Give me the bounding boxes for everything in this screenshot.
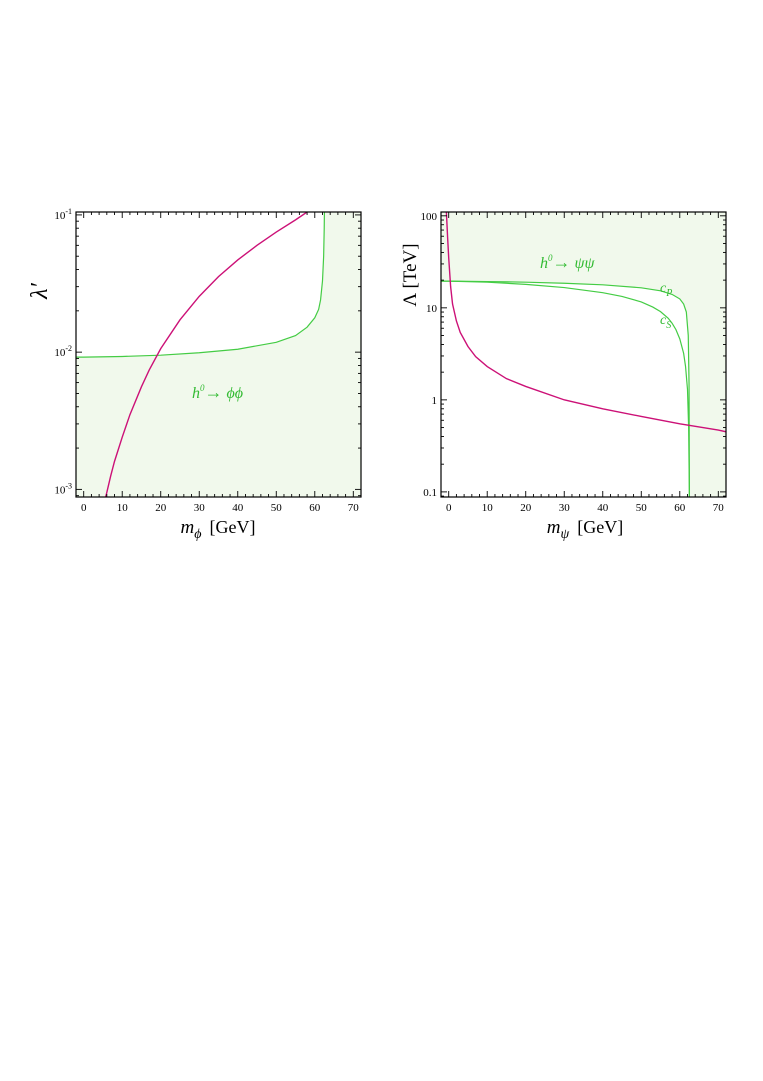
x-tick-label: 60	[674, 502, 686, 514]
y-tick-label: 10-1	[54, 207, 72, 222]
x-tick-label: 40	[597, 502, 609, 514]
cs-curve-label: cS	[660, 313, 671, 331]
left-chart-panel: 0 10 20 30 40 50 60 70 10-110-210-3 mϕ [GeV] λ′ …	[27, 207, 362, 542]
x-tick-label: 70	[713, 502, 725, 514]
left-x-axis-title: mϕ [GeV]	[181, 517, 256, 542]
x-tick-label: 70	[348, 502, 360, 514]
x-tick-label: 30	[194, 502, 206, 514]
x-tick-label: 60	[309, 502, 321, 514]
left-x-tick-labels: 0 10 20 30 40 50 60 70	[81, 502, 359, 514]
y-tick-label: 100	[421, 211, 438, 223]
y-tick-label: 0.1	[423, 487, 437, 499]
x-tick-label: 40	[232, 502, 244, 514]
left-ticks	[76, 212, 361, 497]
x-tick-label: 50	[271, 502, 283, 514]
right-ticks	[441, 212, 726, 497]
left-y-axis-title: λ′	[27, 282, 53, 299]
x-tick-label: 10	[482, 502, 494, 514]
x-tick-label: 50	[636, 502, 648, 514]
right-plot-frame	[440, 211, 727, 498]
right-cs-curve	[441, 280, 691, 497]
x-tick-label: 0	[446, 502, 452, 514]
left-allowed-region-fill	[76, 212, 361, 497]
right-y-axis-title: Λ [TeV]	[400, 243, 421, 306]
right-x-axis-title: mψ [GeV]	[547, 517, 623, 542]
x-tick-label: 20	[155, 502, 167, 514]
x-tick-label: 0	[81, 502, 87, 514]
left-green-curve	[76, 212, 326, 358]
right-y-tick-labels: 100 10 1 0.1	[421, 211, 438, 499]
left-y-tick-labels: 10-1 10-2 10-3	[54, 207, 72, 496]
y-tick-label: 10	[426, 303, 438, 315]
right-magenta-curve	[445, 212, 726, 433]
right-x-tick-labels: 0 10 20 30 40 50 60 70	[446, 502, 724, 514]
x-tick-label: 10	[117, 502, 129, 514]
y-tick-label: 10-3	[54, 481, 72, 496]
y-tick-label: 10-2	[54, 344, 72, 359]
left-plot-frame	[75, 211, 362, 498]
right-chart-panel: 0 10 20 30 40 50 60 70 100 10 1 0.1 mψ [GeV] Λ [TeV…	[400, 211, 727, 542]
left-magenta-curve	[104, 212, 308, 497]
left-region-label: h0→ ϕϕ	[192, 382, 243, 402]
right-region-label: h0→ ψψ	[540, 252, 595, 272]
x-tick-label: 20	[520, 502, 532, 514]
right-allowed-region-fill	[441, 212, 726, 497]
right-cp-curve	[441, 280, 691, 497]
y-tick-label: 1	[432, 395, 438, 407]
x-tick-label: 30	[559, 502, 571, 514]
